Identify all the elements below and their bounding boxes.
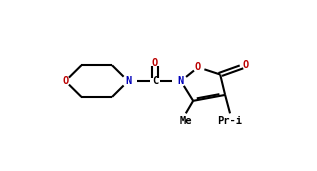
Text: O: O [243, 60, 249, 70]
Text: N: N [178, 76, 184, 86]
Text: Me: Me [179, 116, 192, 126]
Text: Pr-i: Pr-i [217, 116, 243, 126]
Text: C: C [152, 76, 158, 86]
Text: O: O [195, 62, 201, 72]
Text: N: N [125, 76, 131, 86]
Text: O: O [152, 58, 158, 68]
Text: O: O [62, 76, 68, 86]
